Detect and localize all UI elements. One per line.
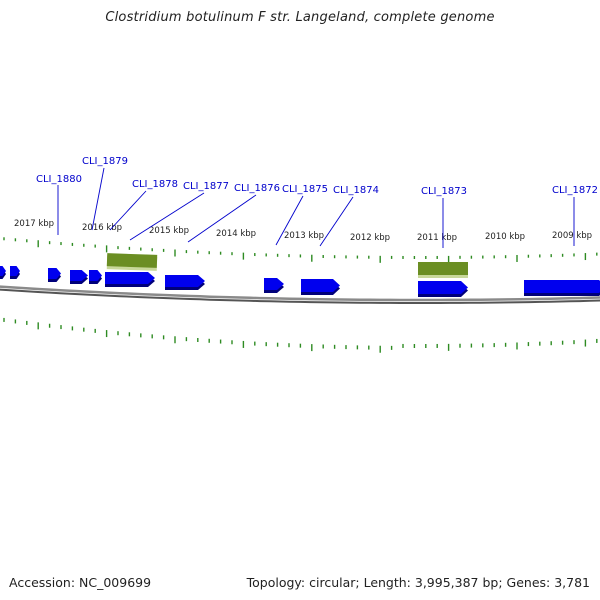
gene-arrow [165, 275, 205, 287]
kbp-label: 2017 kbp [14, 219, 54, 229]
gene-label: CLI_1880 [36, 174, 82, 185]
accession-text: Accession: NC_009699 [9, 575, 152, 590]
kbp-label: 2014 kbp [216, 229, 256, 239]
gene-label: CLI_1873 [421, 186, 467, 197]
gene-label: CLI_1876 [234, 183, 280, 194]
kbp-label: 2012 kbp [350, 233, 390, 243]
gene-label: CLI_1878 [132, 179, 178, 190]
rna-block [106, 253, 158, 268]
gene-label-connector [129, 192, 205, 241]
gene-label: CLI_1875 [282, 184, 328, 195]
gene-arrow [524, 280, 600, 293]
kbp-label: 2015 kbp [149, 226, 189, 236]
gene-label-connector [187, 194, 257, 243]
topology-text: Topology: circular; Length: 3,995,387 bp… [246, 575, 590, 590]
kbp-label: 2013 kbp [284, 231, 324, 241]
gene-label-connector [109, 190, 147, 231]
gene-arrow [10, 266, 20, 276]
gene-arrow [0, 266, 6, 276]
gene-label-connector [275, 195, 304, 246]
rna-block [418, 262, 468, 275]
gene-arrow [105, 272, 155, 284]
kbp-label: 2016 kbp [82, 223, 122, 233]
kbp-label: 2009 kbp [552, 231, 592, 241]
gene-arrow [264, 278, 284, 290]
gene-arrow [301, 279, 340, 292]
gene-label-connector [319, 196, 354, 247]
gene-arrow [70, 270, 88, 281]
gene-arrow [418, 281, 468, 294]
gene-label-connector [91, 167, 105, 231]
gene-label: CLI_1874 [333, 185, 379, 196]
gene-arrow [89, 270, 102, 281]
kbp-label: 2010 kbp [485, 232, 525, 242]
genome-backbone [0, 285, 600, 302]
gene-label: CLI_1877 [183, 181, 229, 192]
genome-title: Clostridium botulinum F str. Langeland, … [105, 10, 495, 25]
genome-backbone-shadow [0, 288, 600, 304]
gene-label: CLI_1872 [552, 185, 598, 196]
kbp-label: 2011 kbp [417, 233, 457, 243]
gene-arrow [48, 268, 61, 279]
gene-label: CLI_1879 [82, 156, 128, 167]
